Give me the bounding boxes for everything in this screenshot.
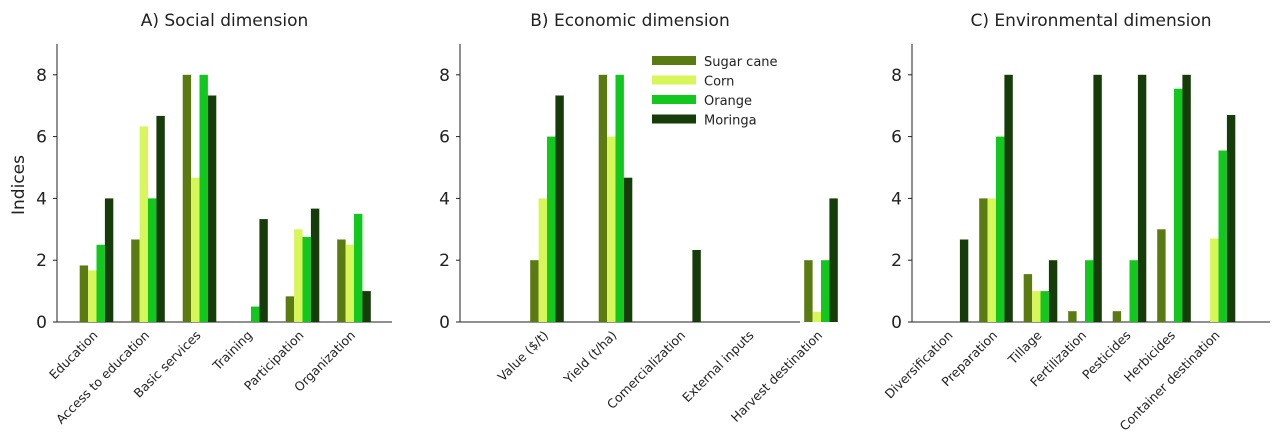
legend-swatch-orange bbox=[652, 95, 696, 104]
bar-tillage-moringa bbox=[1048, 260, 1058, 322]
legend-label-moringa: Moringa bbox=[704, 114, 757, 129]
bar-herbicides-moringa bbox=[1182, 74, 1191, 322]
bar-container-destination-moringa bbox=[1226, 114, 1236, 322]
bar-participation-corn bbox=[294, 229, 303, 322]
bar-diversification-moringa bbox=[959, 239, 969, 322]
chart-title: B) Economic dimension bbox=[530, 11, 729, 31]
bar-value-t-sugar-cane bbox=[530, 260, 539, 322]
bar-preparation-sugar-cane bbox=[979, 198, 988, 322]
bar-value-t-moringa bbox=[555, 95, 564, 322]
legend-label-sugar-cane: Sugar cane bbox=[704, 55, 778, 70]
x-tick-label: External inputs bbox=[679, 328, 756, 405]
y-tick-label: 2 bbox=[36, 251, 47, 271]
bar-basic-services-orange bbox=[199, 74, 208, 322]
y-tick-label: 8 bbox=[891, 66, 902, 86]
bar-pesticides-orange bbox=[1129, 260, 1138, 322]
bar-education-orange bbox=[96, 244, 105, 322]
bar-access-to-education-corn bbox=[139, 126, 148, 323]
bar-container-destination-corn bbox=[1210, 238, 1219, 322]
chart-title: C) Environmental dimension bbox=[970, 11, 1211, 31]
bar-education-corn bbox=[88, 270, 97, 322]
bar-basic-services-sugar-cane bbox=[182, 74, 192, 322]
bar-harvest-destination-sugar-cane bbox=[804, 260, 813, 322]
bar-herbicides-sugar-cane bbox=[1157, 229, 1166, 322]
bar-participation-sugar-cane bbox=[285, 296, 295, 322]
legend-swatch-moringa bbox=[652, 114, 696, 124]
chart-panel-2: B) Economic dimension 0 2 4 6 8 Value ($/t) Yie… bbox=[439, 11, 838, 425]
legend: Sugar cane Corn Orange Moringa bbox=[652, 55, 778, 129]
bar-preparation-moringa bbox=[1004, 74, 1013, 322]
bar-access-to-education-moringa bbox=[156, 115, 165, 323]
y-tick-label: 6 bbox=[891, 128, 902, 148]
bar-organization-corn bbox=[345, 244, 354, 322]
bar-education-sugar-cane bbox=[79, 265, 89, 322]
bar-education-moringa bbox=[104, 198, 114, 322]
y-tick-label: 0 bbox=[439, 313, 450, 333]
bar-pesticides-sugar-cane bbox=[1112, 311, 1122, 322]
y-tick-label: 4 bbox=[36, 189, 47, 209]
y-tick-label: 8 bbox=[36, 66, 47, 86]
bar-tillage-corn bbox=[1032, 291, 1041, 322]
bar-pesticides-moringa bbox=[1137, 74, 1147, 322]
bar-comercialization-moringa bbox=[692, 250, 701, 322]
bar-training-moringa bbox=[259, 219, 268, 322]
legend-swatch-corn bbox=[652, 75, 696, 85]
bar-organization-sugar-cane bbox=[337, 239, 346, 322]
bar-harvest-destination-moringa bbox=[829, 198, 838, 322]
x-tick-label: Yield (t/ha) bbox=[560, 328, 620, 388]
y-tick-label: 2 bbox=[891, 251, 902, 271]
y-tick-label: 8 bbox=[439, 66, 450, 86]
x-tick-label: Tillage bbox=[1004, 327, 1044, 367]
bar-herbicides-orange bbox=[1174, 88, 1183, 323]
bar-container-destination-orange bbox=[1218, 150, 1227, 322]
y-tick-label: 4 bbox=[891, 189, 902, 209]
chart-panel-1: A) Social dimension 0 2 4 6 8 EducationAccess … bbox=[36, 11, 392, 427]
bar-preparation-corn bbox=[987, 198, 996, 322]
panels: A) Social dimension 0 2 4 6 8 EducationAccess … bbox=[36, 11, 1270, 434]
bar-value-t-corn bbox=[538, 198, 547, 322]
bar-tillage-sugar-cane bbox=[1023, 274, 1033, 322]
x-tick-label: Diversification bbox=[882, 328, 956, 402]
legend-swatch-sugar-cane bbox=[652, 56, 696, 65]
y-tick-label: 6 bbox=[36, 128, 47, 148]
x-tick-label: Training bbox=[209, 328, 255, 374]
bar-participation-moringa bbox=[310, 208, 320, 322]
x-tick-label: Education bbox=[46, 328, 101, 383]
y-tick-label: 4 bbox=[439, 189, 450, 209]
chart-panel-3: C) Environmental dimension 0 2 4 6 8 Diversifi… bbox=[882, 11, 1270, 434]
bar-value-t-orange bbox=[547, 136, 556, 322]
y-tick-label: 2 bbox=[439, 251, 450, 271]
bar-participation-orange bbox=[302, 237, 311, 322]
bar-tillage-orange bbox=[1040, 291, 1049, 322]
bar-organization-moringa bbox=[362, 291, 371, 322]
bar-fertilization-moringa bbox=[1093, 74, 1102, 322]
y-tick-label: 6 bbox=[439, 128, 450, 148]
bar-basic-services-corn bbox=[191, 177, 200, 322]
bar-training-orange bbox=[251, 306, 260, 322]
bar-harvest-destination-corn bbox=[812, 311, 821, 322]
bar-harvest-destination-orange bbox=[821, 260, 830, 322]
x-tick-label: Value ($/t) bbox=[494, 328, 551, 385]
bar-yield-t-ha-sugar-cane bbox=[598, 74, 608, 322]
chart-title: A) Social dimension bbox=[141, 11, 309, 31]
bar-access-to-education-orange bbox=[148, 198, 157, 322]
y-tick-label: 0 bbox=[36, 313, 47, 333]
bar-yield-t-ha-corn bbox=[607, 136, 616, 322]
legend-label-corn: Corn bbox=[704, 75, 734, 90]
bar-fertilization-orange bbox=[1085, 260, 1094, 322]
bar-basic-services-moringa bbox=[207, 95, 217, 322]
bar-fertilization-sugar-cane bbox=[1068, 311, 1077, 322]
legend-label-orange: Orange bbox=[704, 94, 752, 109]
bar-yield-t-ha-moringa bbox=[623, 177, 633, 322]
bar-access-to-education-sugar-cane bbox=[131, 239, 140, 322]
bar-yield-t-ha-orange bbox=[615, 74, 624, 322]
y-tick-label: 0 bbox=[891, 313, 902, 333]
y-axis-label: Indices bbox=[9, 155, 29, 215]
bar-organization-orange bbox=[354, 213, 363, 322]
x-tick-label: Access to education bbox=[53, 328, 152, 427]
bar-preparation-orange bbox=[996, 136, 1005, 322]
